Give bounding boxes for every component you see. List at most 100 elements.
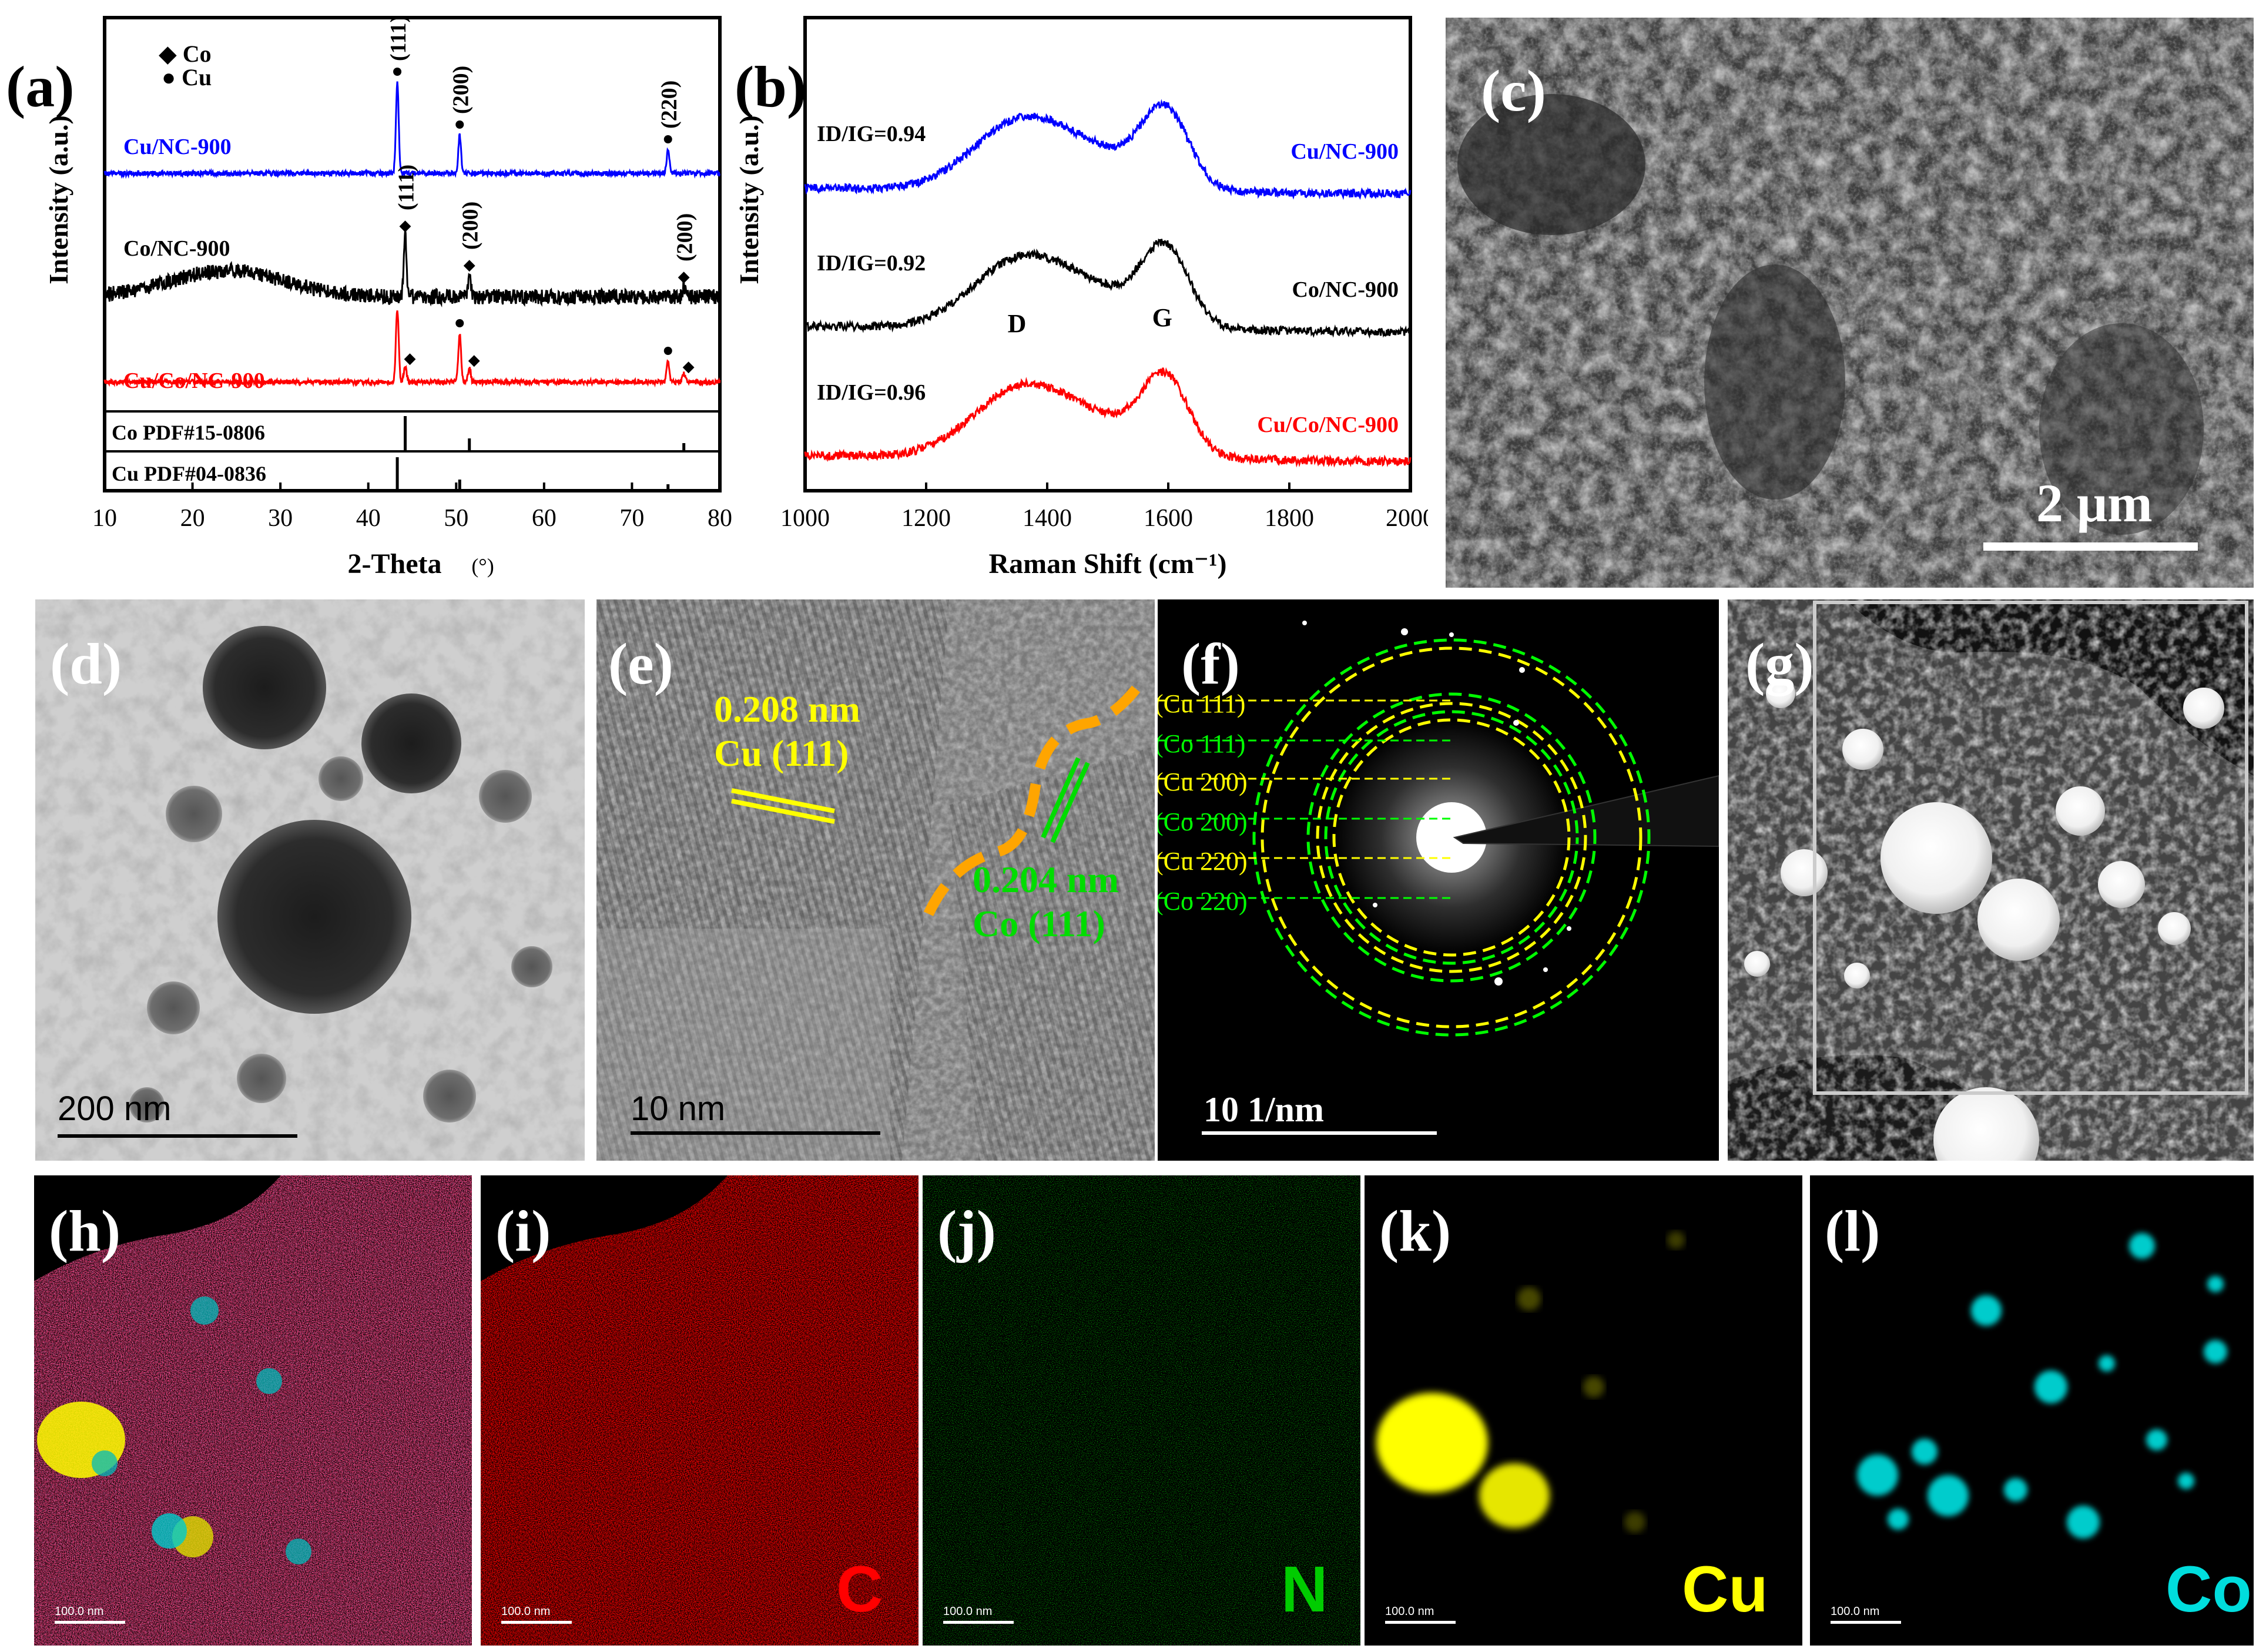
xrd-co-marker: ◆ bbox=[683, 358, 695, 375]
saed-ring-label: (Co 200) bbox=[1158, 807, 1248, 836]
raman-x-axis-label: Raman Shift (cm⁻¹) bbox=[988, 548, 1226, 579]
xrd-x-axis-unit: (°) bbox=[471, 554, 494, 578]
nitrogen-texture bbox=[923, 1175, 1360, 1646]
raman-chart: 1000 1200 1400 1600 1800 2000 Raman Shift (cm⁻… bbox=[734, 16, 1435, 579]
saed-ring-label: (Cu 111) bbox=[1158, 689, 1246, 718]
panel-label-l: (l) bbox=[1825, 1198, 1880, 1264]
carbon-scale-label: 100.0 nm bbox=[501, 1605, 551, 1618]
xrd-series-line bbox=[103, 229, 721, 308]
raman-series-line bbox=[804, 367, 1412, 468]
eds-copper-map: (k) Cu 100.0 nm bbox=[1365, 1175, 1802, 1646]
haadf-image: (g) bbox=[1728, 599, 2254, 1161]
sem-image: (c) 2 μm bbox=[1446, 18, 2254, 588]
saed-scale-label: 10 1/nm bbox=[1204, 1090, 1325, 1129]
xrd-ref-label: Co PDF#15-0806 bbox=[112, 421, 265, 444]
xrd-x-axis-label: 2-Theta bbox=[348, 548, 442, 579]
sem-scale-bar bbox=[1983, 542, 2198, 551]
xrd-co-peak-label: (111) bbox=[394, 165, 419, 210]
xrd-cu-marker bbox=[393, 68, 402, 76]
tem-scale-label: 200 nm bbox=[58, 1090, 172, 1128]
carbon-texture bbox=[481, 1175, 919, 1646]
tem-scale-bar bbox=[58, 1134, 297, 1138]
eds-overlay-map: (h) 100.0 nm bbox=[34, 1175, 472, 1646]
hrtem-texture bbox=[596, 599, 1155, 1161]
co-lattice-line bbox=[1050, 762, 1090, 843]
cu-spacing-label: 0.208 nm bbox=[714, 688, 860, 730]
eds-carbon-map: (i) C 100.0 nm bbox=[481, 1175, 919, 1646]
xrd-co-marker: ◆ bbox=[468, 351, 480, 368]
raman-tick-label: 1000 bbox=[780, 505, 830, 532]
xrd-cu-marker bbox=[663, 135, 672, 143]
xrd-co-peak-label: (200) bbox=[458, 202, 483, 250]
carbon-scale-bar bbox=[501, 1621, 572, 1624]
copper-element-label: Cu bbox=[1682, 1553, 1768, 1626]
nitrogen-scale-bar bbox=[943, 1621, 1014, 1624]
raman-tick-label: 2000 bbox=[1386, 505, 1428, 532]
panel-label-b: (b) bbox=[735, 54, 807, 119]
eds-nitrogen-map: (j) N 100.0 nm bbox=[923, 1175, 1360, 1646]
raman-series-label: Co/NC-900 bbox=[1292, 277, 1399, 302]
panel-label-e: (e) bbox=[608, 631, 673, 696]
xrd-series-line bbox=[103, 310, 721, 388]
xrd-cu-marker bbox=[455, 319, 464, 327]
overlay-texture bbox=[34, 1175, 472, 1646]
panel-label-i: (i) bbox=[495, 1198, 551, 1264]
raman-series-label: Cu/Co/NC-900 bbox=[1257, 413, 1399, 437]
saed-ring-label: (Co 220) bbox=[1158, 887, 1248, 916]
panel-label-k: (k) bbox=[1379, 1198, 1452, 1264]
xrd-cu-marker bbox=[663, 347, 672, 355]
xrd-tick-label: 80 bbox=[708, 505, 732, 532]
xrd-series-label: Cu/NC-900 bbox=[123, 135, 232, 159]
xrd-tick-label: 70 bbox=[619, 505, 644, 532]
cobalt-texture bbox=[1857, 1233, 2227, 1539]
panel-label-h: (h) bbox=[49, 1198, 121, 1264]
xrd-frame bbox=[103, 16, 722, 492]
xrd-cu-peak-label: (220) bbox=[657, 81, 682, 129]
raman-frame bbox=[803, 16, 1412, 492]
saed-ring-label: (Cu 200) bbox=[1158, 768, 1248, 796]
tem-texture bbox=[35, 599, 585, 1161]
raman-y-axis-label: Intensity (a.u.) bbox=[734, 115, 764, 284]
xrd-cu-marker bbox=[393, 294, 402, 302]
saed-pattern bbox=[1158, 621, 1719, 1037]
eds-cobalt-map: (l) Co 100.0 nm bbox=[1810, 1175, 2254, 1646]
sem-scale-label: 2 μm bbox=[2036, 473, 2153, 533]
cobalt-element-label: Co bbox=[2166, 1553, 2252, 1626]
xrd-tick-label: 50 bbox=[444, 505, 468, 532]
hrtem-scale-bar bbox=[631, 1131, 880, 1135]
raman-d-band-label: D bbox=[1008, 309, 1027, 338]
raman-series-line bbox=[804, 99, 1412, 200]
xrd-series-label: Cu/Co/NC-900 bbox=[123, 368, 265, 393]
xrd-tick-label: 20 bbox=[180, 505, 205, 532]
co-lattice-line bbox=[1041, 757, 1081, 839]
raman-series-line bbox=[804, 239, 1411, 339]
xrd-cu-marker bbox=[455, 120, 464, 129]
panel-label-d: (d) bbox=[50, 631, 122, 696]
copper-scale-bar bbox=[1385, 1621, 1456, 1624]
raman-ratio-label: ID/IG=0.92 bbox=[817, 251, 926, 276]
hrtem-scale-label: 10 nm bbox=[631, 1090, 726, 1128]
raman-ratio-label: ID/IG=0.96 bbox=[817, 380, 926, 405]
xrd-tick-label: 30 bbox=[268, 505, 293, 532]
co-plane-label: Co (111) bbox=[973, 903, 1105, 944]
raman-series-label: Cu/NC-900 bbox=[1290, 139, 1399, 164]
xrd-chart: 10 20 30 40 50 60 70 80 2-Theta (°) Intensity (a.u… bbox=[43, 15, 732, 579]
map-region-box bbox=[1813, 601, 2248, 1095]
raman-tick-label: 1600 bbox=[1144, 505, 1193, 532]
nitrogen-scale-label: 100.0 nm bbox=[943, 1605, 993, 1618]
xrd-tick-label: 60 bbox=[532, 505, 557, 532]
xrd-cu-peak-label: (200) bbox=[448, 66, 473, 114]
xrd-co-marker: ◆ bbox=[400, 217, 411, 234]
xrd-series-label: Co/NC-900 bbox=[123, 236, 230, 261]
xrd-co-peak-label: (200) bbox=[673, 213, 698, 262]
haadf-texture bbox=[1728, 599, 2254, 1161]
raman-tick-label: 1400 bbox=[1023, 505, 1072, 532]
saed-ring-label: (Cu 220) bbox=[1158, 847, 1248, 876]
saed-scale-bar bbox=[1202, 1131, 1437, 1135]
raman-figure: 1000 1200 1400 1600 1800 2000 Raman Shift (cm⁻… bbox=[723, 0, 1435, 588]
carbon-element-label: C bbox=[836, 1553, 883, 1626]
cu-plane-label: Cu (111) bbox=[714, 732, 849, 774]
tem-image: (d) 200 nm bbox=[35, 599, 585, 1161]
copper-scale-label: 100.0 nm bbox=[1385, 1605, 1434, 1618]
xrd-tick-label: 10 bbox=[92, 505, 117, 532]
